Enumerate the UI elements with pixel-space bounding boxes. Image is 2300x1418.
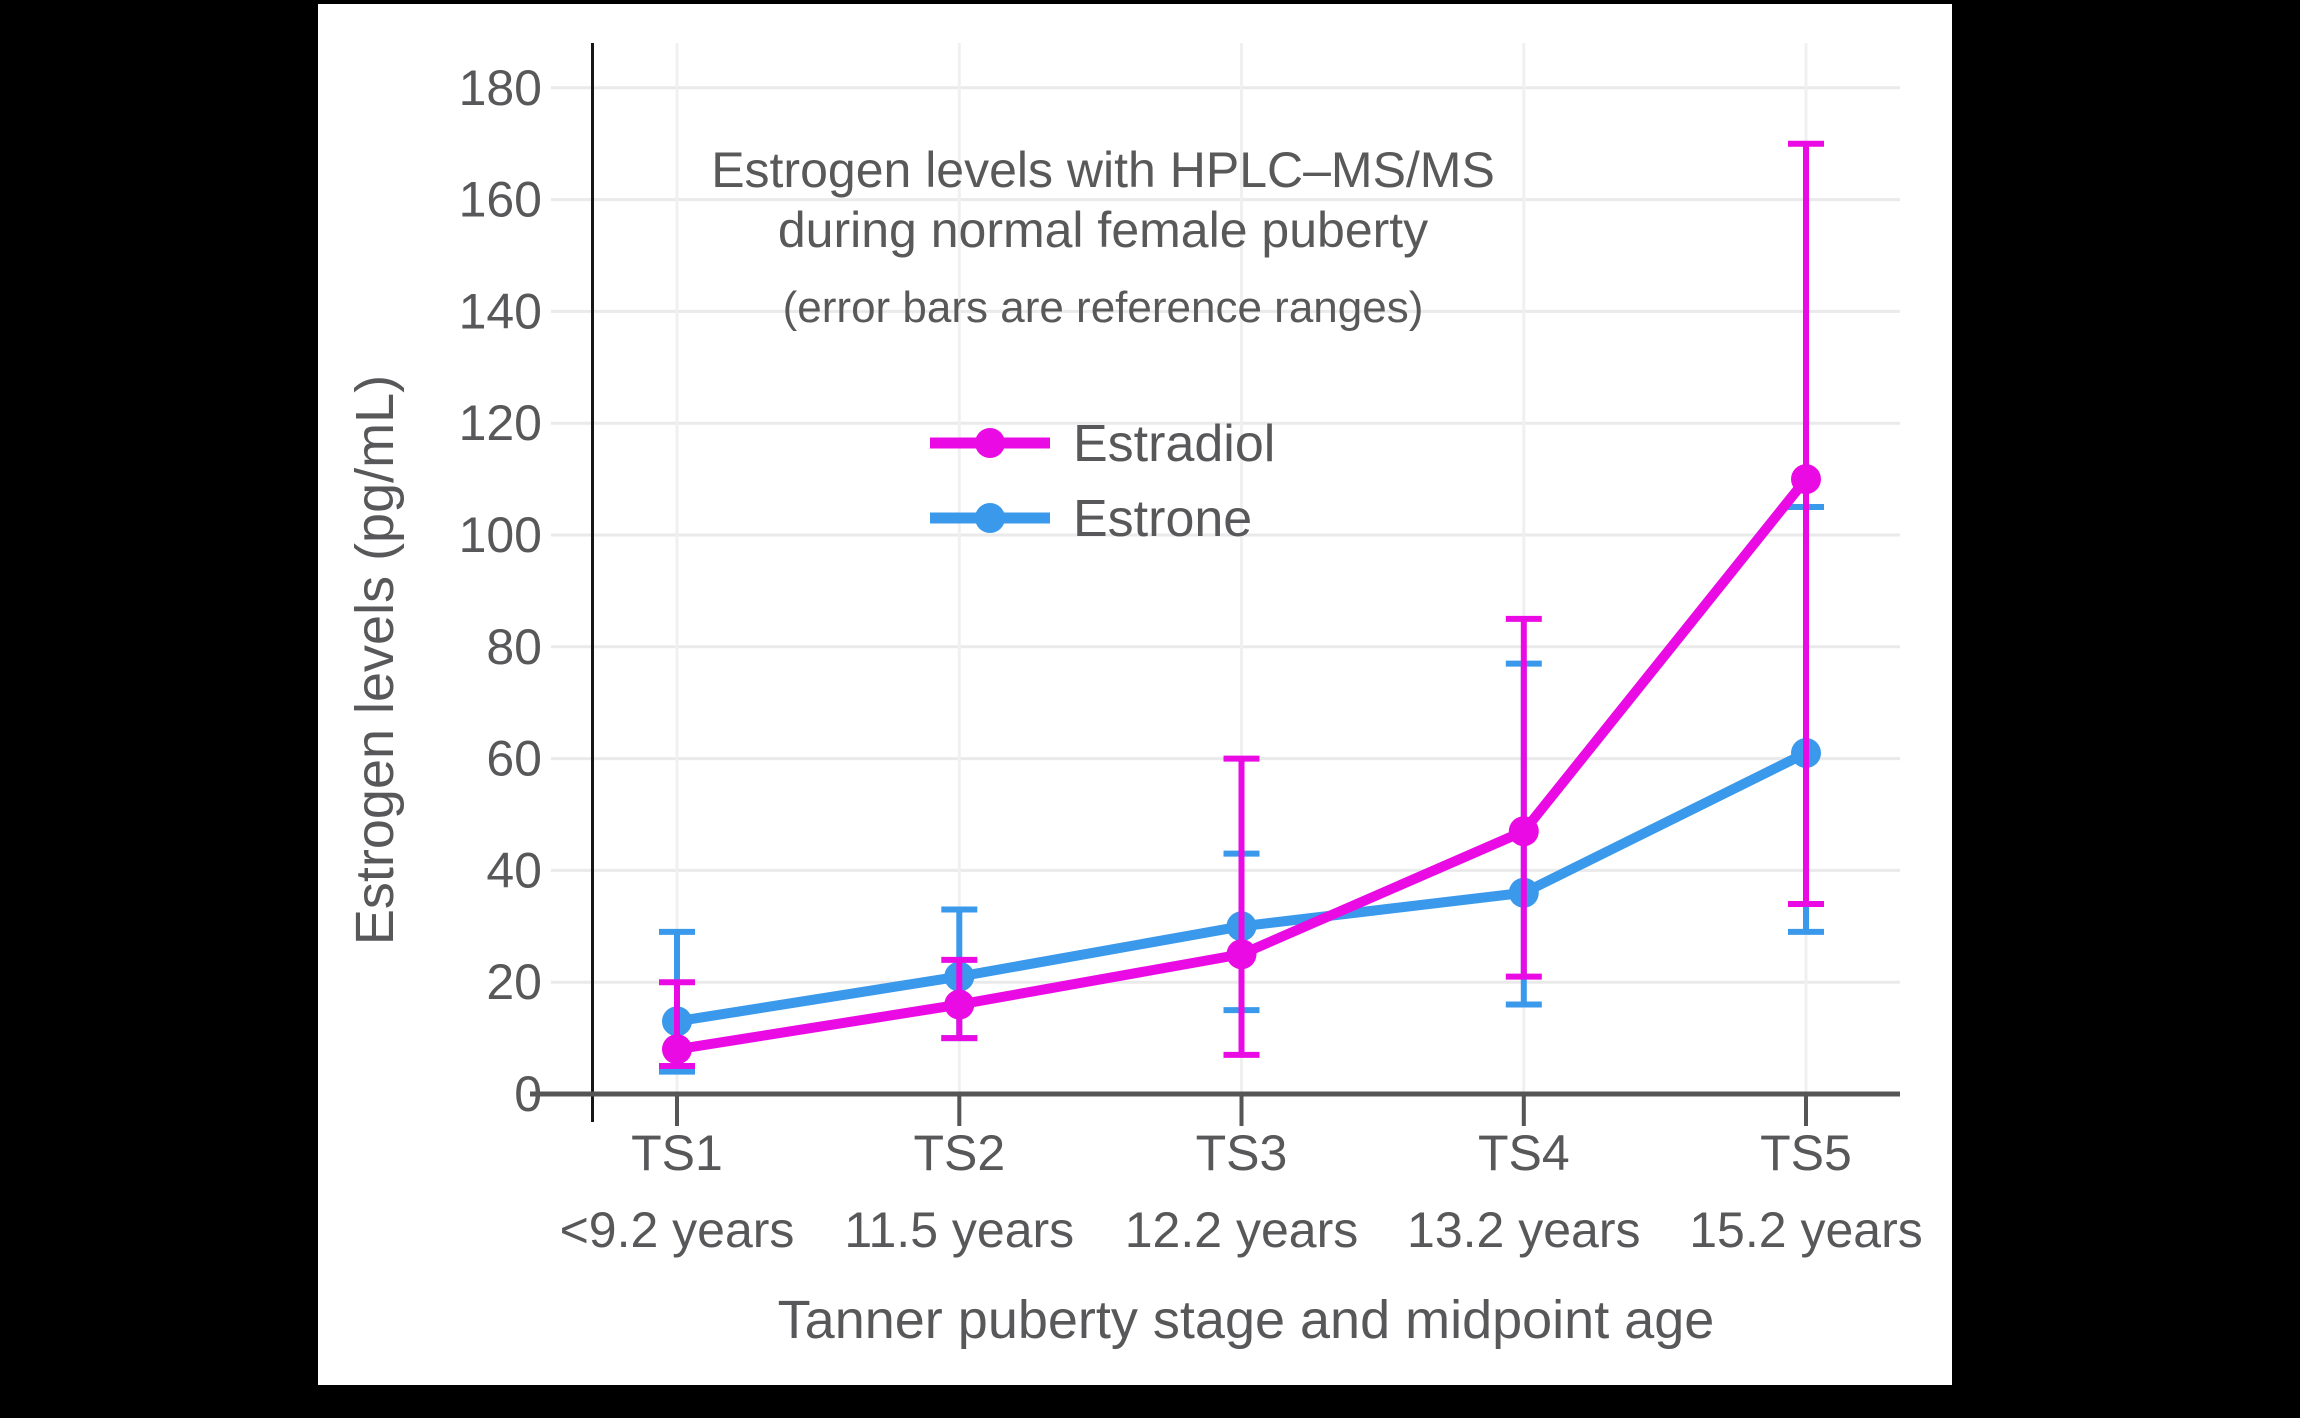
data-series-layer	[659, 140, 1824, 1075]
error-bar-estradiol-TS4	[1505, 615, 1542, 980]
x-tick-label-TS1: TS1	[631, 1125, 723, 1181]
error-bar-estradiol-TS3	[1223, 755, 1260, 1058]
y-tick-label-160: 160	[459, 172, 542, 228]
data-point-estradiol-TS1	[662, 1034, 692, 1065]
y-tick-label-120: 120	[459, 395, 542, 451]
y-tick-label-100: 100	[459, 507, 542, 563]
x-age-label-TS2: 11.5 years	[844, 1202, 1074, 1258]
y-tick-label-180: 180	[459, 60, 542, 116]
y-tick-label-0: 0	[514, 1066, 542, 1122]
data-point-estradiol-TS2	[944, 989, 975, 1020]
chart-title-line1: Estrogen levels with HPLC–MS/MS	[711, 142, 1495, 198]
x-age-label-TS4: 13.2 years	[1407, 1202, 1640, 1258]
legend-estradiol-marker	[975, 428, 1005, 458]
x-tick-label-TS4: TS4	[1478, 1125, 1570, 1181]
legend-estrone-marker	[975, 503, 1005, 533]
legend: Estradiol Estrone	[930, 415, 1275, 548]
legend-estradiol-label: Estradiol	[1073, 415, 1275, 473]
x-age-label-TS1: <9.2 years	[560, 1202, 795, 1258]
x-tick-label-TS3: TS3	[1196, 1125, 1288, 1181]
error-bar-estradiol-TS5	[1788, 140, 1824, 907]
x-tick-label-TS2: TS2	[913, 1125, 1005, 1181]
y-axis-title: Estrogen levels (pg/mL)	[345, 375, 405, 945]
x-tick-label-TS5: TS5	[1760, 1125, 1852, 1181]
figure-panel	[318, 4, 1952, 1385]
y-tick-label-20: 20	[486, 954, 542, 1010]
legend-estrone-label: Estrone	[1073, 490, 1252, 548]
x-age-label-TS5: 15.2 years	[1689, 1202, 1922, 1258]
y-tick-label-80: 80	[486, 619, 542, 675]
data-point-estradiol-TS4	[1508, 816, 1539, 847]
data-point-estradiol-TS3	[1226, 939, 1257, 970]
ticks-layer: 0 20 40 60 80 100 120 140 160 180 TS1 <9.2 years TS2…	[459, 60, 1923, 1258]
chart-title-line2: during normal female puberty	[778, 202, 1428, 258]
y-tick-label-140: 140	[459, 283, 542, 339]
y-tick-label-60: 60	[486, 731, 542, 787]
series-estradiol	[659, 140, 1824, 1070]
x-age-label-TS3: 12.2 years	[1125, 1202, 1358, 1258]
x-axis-title: Tanner puberty stage and midpoint age	[778, 1290, 1715, 1350]
data-point-estradiol-TS5	[1791, 464, 1821, 495]
chart-subtitle: (error bars are reference ranges)	[783, 283, 1424, 332]
y-tick-label-40: 40	[486, 842, 542, 898]
